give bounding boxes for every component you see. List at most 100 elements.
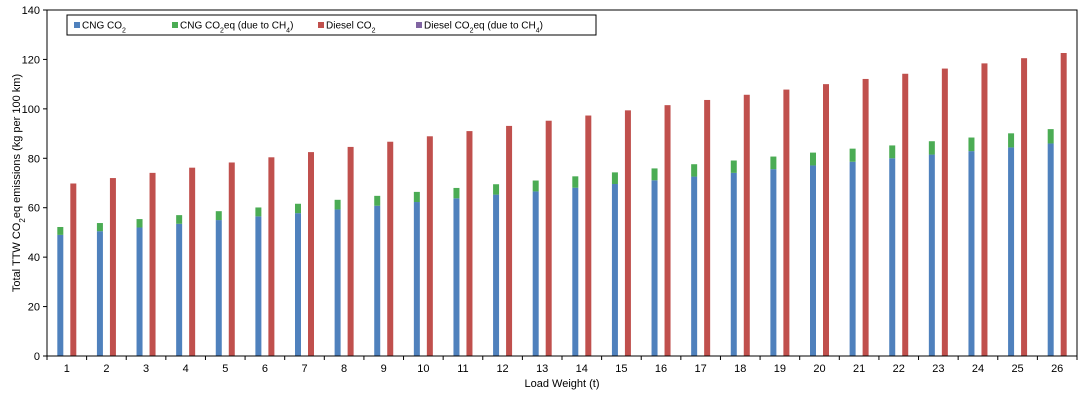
- bar-diesel-series-2: [743, 94, 750, 357]
- bar-cng-series-0: [1008, 147, 1015, 356]
- x-tick-label: 16: [655, 363, 667, 375]
- y-tick-label: 20: [28, 302, 40, 314]
- bar-cng-series-1: [96, 223, 103, 232]
- bar-cng-series-0: [136, 227, 143, 356]
- bar-cng-series-1: [572, 176, 579, 188]
- x-tick-label: 22: [893, 363, 905, 375]
- legend-label-part: ): [290, 21, 293, 32]
- bar-cng-series-1: [968, 137, 975, 152]
- bar-diesel-series-2: [981, 63, 988, 356]
- bar-cng-series-0: [532, 191, 539, 356]
- bar-diesel-series-2: [585, 115, 592, 356]
- x-tick-label: 20: [813, 363, 825, 375]
- y-tick-label: 0: [34, 351, 40, 363]
- bar-cng-series-1: [889, 145, 896, 159]
- bar-cng-series-0: [730, 172, 737, 356]
- bar-diesel-series-2: [228, 162, 235, 356]
- bar-cng-series-0: [453, 198, 460, 356]
- x-tick-label: 8: [341, 363, 347, 375]
- legend-swatch: [318, 22, 324, 28]
- x-tick-label: 24: [972, 363, 984, 375]
- legend-swatch: [172, 22, 178, 28]
- bar-cng-series-0: [57, 234, 64, 356]
- bar-cng-series-0: [691, 176, 698, 356]
- bar-cng-series-1: [334, 199, 341, 210]
- legend-label-subscript: 2: [372, 27, 376, 34]
- bar-diesel-series-2: [823, 84, 829, 357]
- bar-cng-series-1: [770, 156, 777, 170]
- bar-diesel-series-2: [149, 172, 156, 356]
- bar-cng-series-0: [334, 209, 341, 356]
- bar-cng-series-0: [651, 180, 658, 356]
- bar-diesel-series-2: [664, 105, 671, 357]
- legend-label-part: CNG CO: [82, 21, 122, 32]
- legend-swatch: [74, 22, 80, 28]
- legend-label: Diesel CO2eq (due to CH4): [424, 21, 543, 35]
- bar-diesel-series-2: [783, 89, 790, 356]
- bar-cng-series-0: [413, 202, 420, 356]
- x-tick-label: 5: [222, 363, 228, 375]
- legend-box: [66, 14, 597, 36]
- x-tick-label: 2: [103, 363, 109, 375]
- x-tick-label: 18: [734, 363, 746, 375]
- legend-label: CNG CO2eq (due to CH4): [180, 21, 293, 35]
- bar-cng-series-0: [215, 220, 222, 356]
- bar-cng-series-0: [176, 223, 183, 356]
- x-tick-label: 9: [381, 363, 387, 375]
- bar-cng-series-0: [96, 231, 103, 356]
- y-axis-title: Total TTW CO2eq emissions (kg per 100 km…: [11, 74, 27, 292]
- legend-label-subscript: 2: [122, 27, 126, 34]
- bar-cng-series-1: [532, 180, 539, 192]
- bar-diesel-series-2: [347, 146, 354, 356]
- bar-cng-series-1: [651, 168, 658, 181]
- bar-diesel-series-2: [109, 178, 116, 356]
- bar-diesel-series-2: [506, 125, 513, 356]
- x-tick-label: 14: [576, 363, 588, 375]
- x-tick-label: 25: [1011, 363, 1023, 375]
- bar-cng-series-0: [810, 165, 816, 356]
- x-tick-label: 4: [183, 363, 189, 375]
- bar-cng-series-1: [413, 191, 420, 203]
- x-tick-label: 3: [143, 363, 149, 375]
- x-tick-label: 23: [932, 363, 944, 375]
- x-tick-label: 26: [1051, 363, 1063, 375]
- y-tick-label: 60: [28, 203, 40, 215]
- bar-diesel-series-2: [387, 141, 394, 356]
- x-tick-label: 6: [262, 363, 268, 375]
- bar-cng-series-1: [176, 215, 183, 224]
- x-tick-label: 17: [695, 363, 707, 375]
- bar-diesel-series-2: [189, 167, 196, 356]
- bar-cng-series-0: [1047, 143, 1054, 356]
- bar-diesel-series-2: [308, 152, 314, 356]
- legend-label-part: Diesel CO: [326, 21, 372, 32]
- bar-cng-series-1: [1008, 133, 1015, 148]
- bar-cng-series-0: [968, 151, 975, 356]
- x-tick-label: 12: [496, 363, 508, 375]
- bar-cng-series-1: [453, 187, 460, 199]
- y-tick-label: 120: [22, 54, 40, 66]
- x-tick-label: 13: [536, 363, 548, 375]
- bar-cng-series-1: [611, 172, 618, 184]
- bar-cng-series-1: [215, 211, 222, 221]
- y-axis-title-part: eq emissions (kg per 100 km): [11, 74, 23, 218]
- bar-cng-series-0: [770, 169, 777, 356]
- bar-diesel-series-2: [268, 157, 275, 356]
- bar-cng-series-1: [255, 207, 262, 217]
- y-tick-label: 80: [28, 153, 40, 165]
- x-tick-label: 1: [64, 363, 70, 375]
- bar-cng-series-0: [255, 216, 262, 356]
- x-tick-label: 7: [301, 363, 307, 375]
- bar-diesel-series-2: [426, 136, 433, 356]
- bar-cng-series-0: [572, 187, 579, 356]
- x-tick-label: 11: [457, 363, 468, 375]
- bar-diesel-series-2: [704, 99, 711, 357]
- bar-diesel-series-2: [1060, 53, 1067, 356]
- x-tick-label: 15: [615, 363, 627, 375]
- bar-cng-series-1: [493, 184, 500, 195]
- legend-label: CNG CO2: [82, 21, 126, 35]
- bar-diesel-series-2: [545, 120, 552, 356]
- legend-label-subscript: 4: [286, 27, 290, 34]
- bar-cng-series-1: [691, 164, 698, 177]
